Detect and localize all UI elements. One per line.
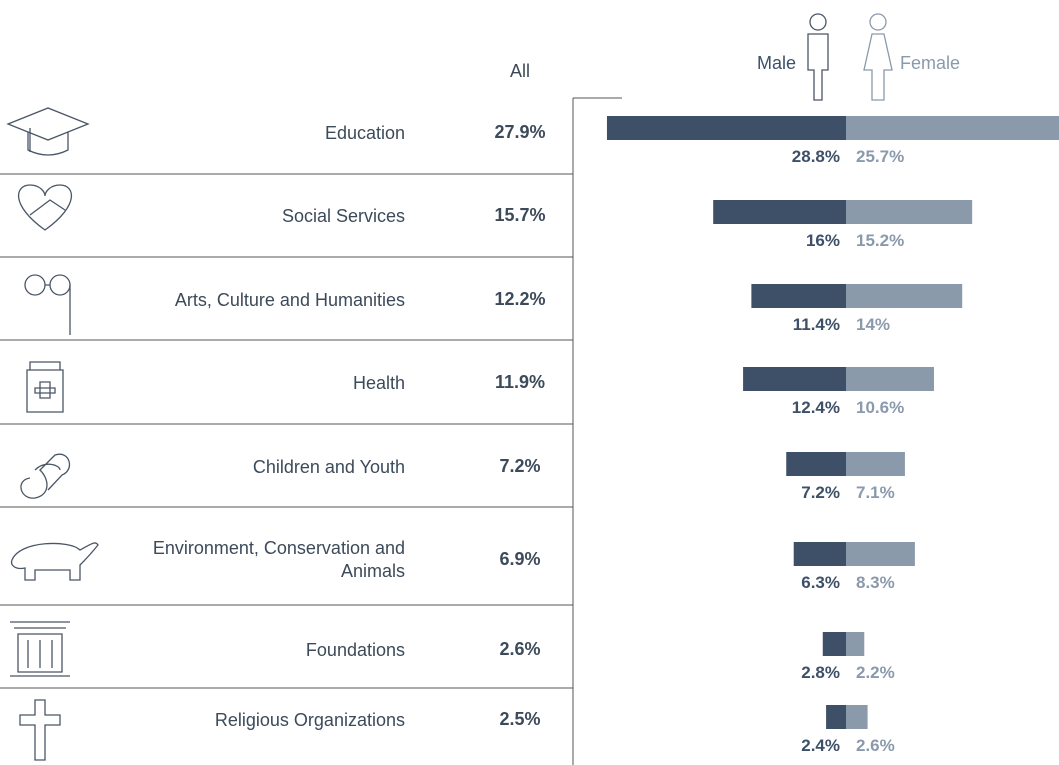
all-value: 12.2%	[494, 289, 546, 309]
all-value: 7.2%	[499, 456, 541, 476]
bar-female	[846, 367, 934, 391]
all-value: 2.6%	[499, 639, 541, 659]
value-label-female: 15.2%	[856, 231, 905, 250]
category-label: Foundations	[305, 639, 405, 660]
bar-male	[786, 452, 846, 476]
value-label-male: 11.4%	[792, 315, 840, 334]
value-label-male: 28.8%	[791, 147, 840, 166]
category-label: Arts, Culture and Humanities	[174, 289, 405, 310]
value-label-female: 7.1%	[856, 483, 895, 502]
category-label: Health	[352, 372, 405, 393]
all-value: 11.9%	[494, 372, 546, 392]
bar-male	[713, 200, 846, 224]
value-label-female: 10.6%	[856, 398, 905, 417]
bar-female	[846, 632, 865, 656]
value-label-female: 25.7%	[856, 147, 905, 166]
bar-female	[846, 542, 915, 566]
value-label-male: 16%	[805, 231, 840, 250]
value-label-female: 14%	[856, 315, 891, 334]
bar-female	[846, 284, 963, 308]
bar-male	[793, 542, 846, 566]
category-label: Religious Organizations	[214, 709, 405, 730]
legend-label: Female	[900, 53, 961, 73]
icons	[6, 107, 99, 761]
bar-female	[846, 452, 905, 476]
bar-female	[846, 705, 868, 729]
value-label-male: 6.3%	[801, 573, 840, 592]
bar-female	[846, 116, 1059, 140]
bar-male	[606, 116, 846, 140]
value-label-male: 2.4%	[801, 736, 840, 755]
value-label-male: 2.8%	[801, 663, 840, 682]
bar-male	[822, 632, 846, 656]
all-value: 27.9%	[494, 122, 546, 142]
category-label: Social Services	[281, 205, 405, 226]
person-icons	[807, 13, 893, 101]
value-label-male: 12.4%	[791, 398, 840, 417]
bar-female	[846, 200, 973, 224]
bar-male	[743, 367, 846, 391]
all-value: 15.7%	[494, 205, 546, 225]
category-label: Education	[324, 122, 405, 143]
value-label-female: 8.3%	[856, 573, 895, 592]
category-label: Environment, Conservation and Animals	[152, 538, 405, 581]
column-header: All	[509, 61, 530, 81]
value-label-female: 2.2%	[856, 663, 895, 682]
category-label: Children and Youth	[252, 456, 405, 477]
value-label-female: 2.6%	[856, 736, 895, 755]
all-value: 6.9%	[499, 549, 541, 569]
bar-male	[751, 284, 846, 308]
bar-male	[826, 705, 846, 729]
all-value: 2.5%	[499, 709, 541, 729]
legend-label: Male	[756, 53, 796, 73]
value-label-male: 7.2%	[801, 483, 840, 502]
